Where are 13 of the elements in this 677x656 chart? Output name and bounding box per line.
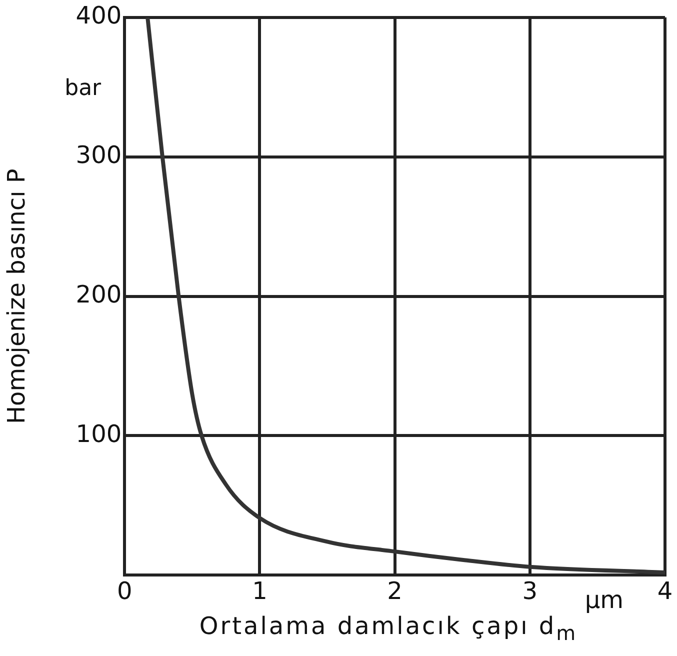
y-tick-label: 400 (76, 2, 122, 30)
y-tick-label: 300 (76, 141, 122, 170)
y-tick-label: 200 (76, 280, 122, 309)
text: bar (64, 76, 102, 102)
x-tick-label: 1 (252, 576, 268, 605)
x-tick-label: 0 (116, 576, 132, 605)
x-tick-label: 4 (657, 576, 673, 605)
x-tick-label: 3 (522, 576, 538, 605)
y-axis-title: Homojenize basıncı P (2, 168, 31, 424)
y-tick-label: 100 (76, 420, 122, 448)
x-tick-label: 2 (387, 576, 402, 605)
text: µm (584, 585, 625, 616)
x-axis-title: Ortalama damlacık çapı d$_{m}$ (199, 612, 578, 645)
